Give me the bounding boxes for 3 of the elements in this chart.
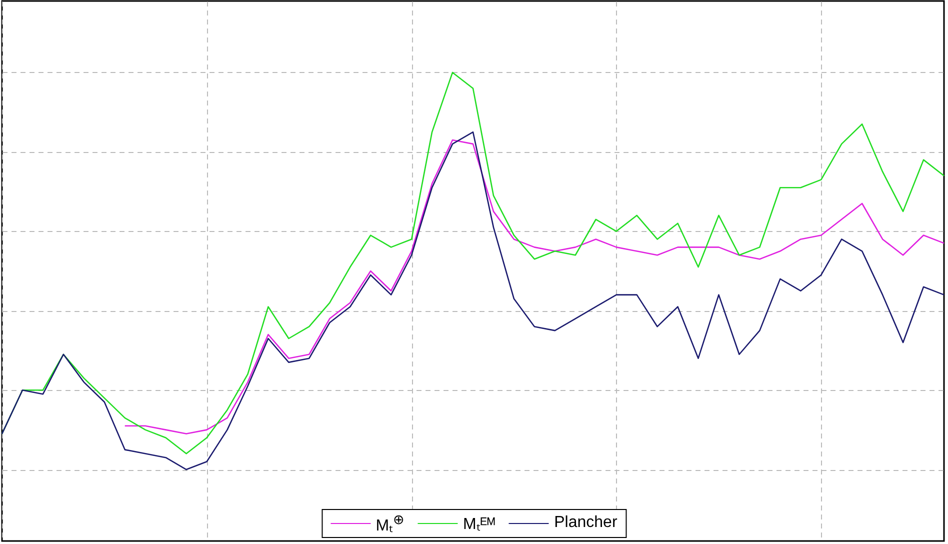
legend-label: Mₜᴱᴹ — [463, 515, 496, 534]
legend-label: Mₜ$^{⊕}$ — [376, 512, 404, 535]
legend-label: Plancher — [554, 514, 618, 532]
